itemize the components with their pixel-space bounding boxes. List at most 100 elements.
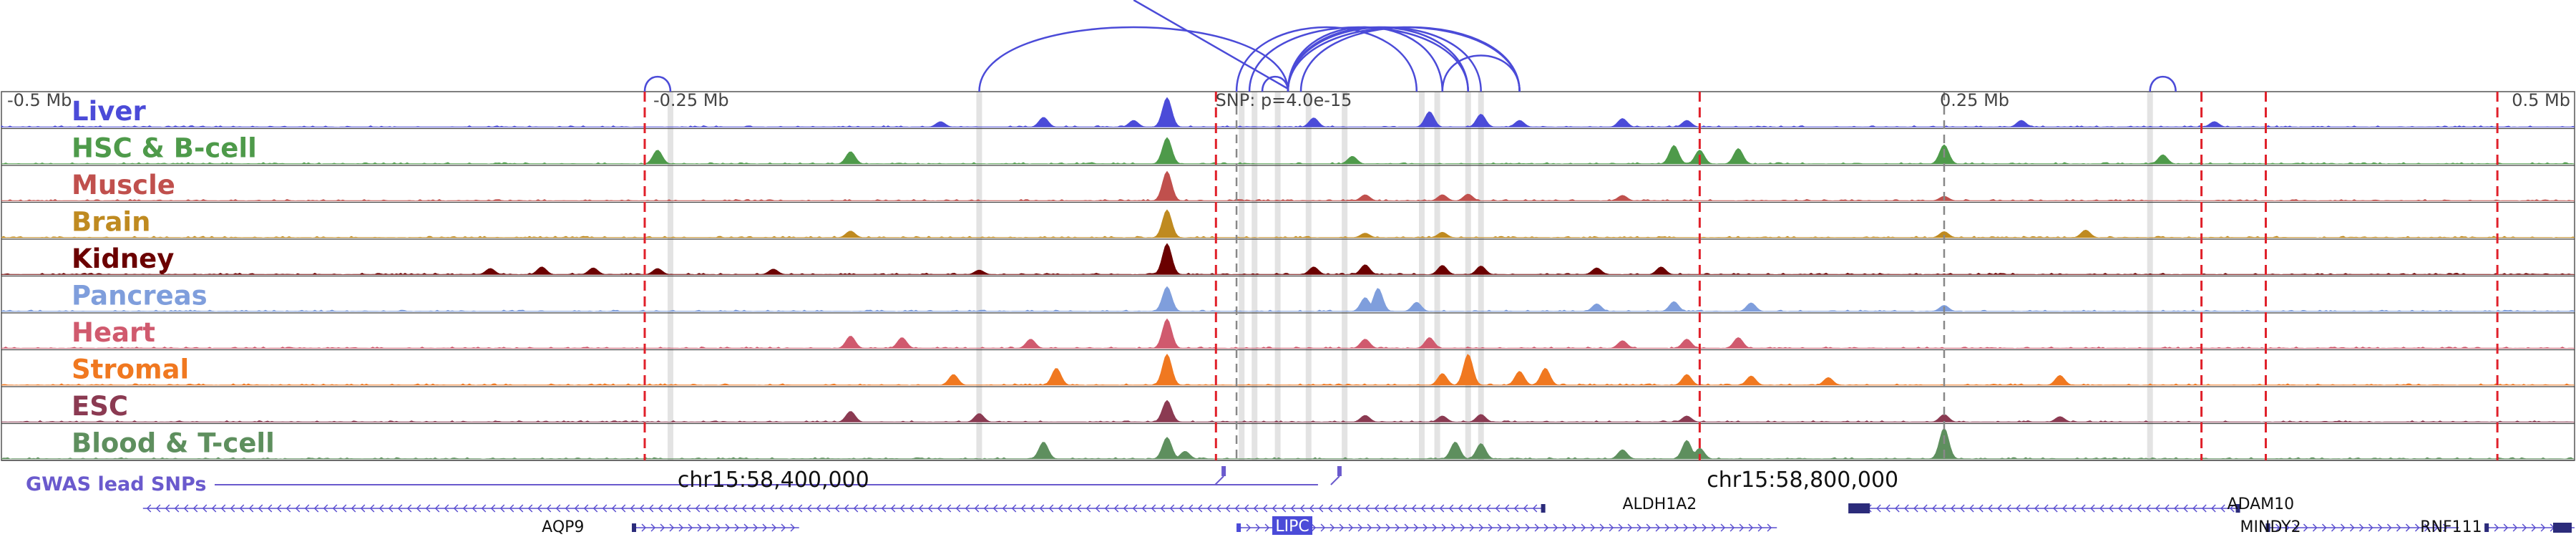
strand-chevron <box>1534 523 1540 532</box>
strand-chevron <box>1395 523 1400 532</box>
strand-chevron <box>2081 504 2086 513</box>
strand-chevron <box>1281 504 1287 513</box>
strand-chevron <box>620 504 626 513</box>
strand-chevron <box>771 523 777 532</box>
strand-chevron <box>1674 523 1679 532</box>
strand-chevron <box>2494 523 2499 532</box>
strand-chevron <box>650 523 656 532</box>
ruler-tick-label: -0.25 Mb <box>653 90 729 110</box>
strand-chevron <box>379 504 384 513</box>
strand-chevron <box>723 504 728 513</box>
ruler-tick-label: 0.25 Mb <box>1940 90 2009 110</box>
strand-chevron <box>1272 504 1277 513</box>
strand-chevron <box>1113 504 1119 513</box>
strand-chevron <box>2396 523 2401 532</box>
strand-chevron <box>1411 504 1417 513</box>
strand-chevron <box>1506 523 1512 532</box>
strand-chevron <box>2331 523 2336 532</box>
strand-chevron <box>1467 504 1473 513</box>
strand-chevron <box>546 504 552 513</box>
strand-chevron <box>1720 523 1726 532</box>
strand-chevron <box>2053 504 2058 513</box>
strand-chevron <box>2531 523 2537 532</box>
strand-chevron <box>1206 504 1212 513</box>
strand-chevron <box>406 504 412 513</box>
strand-chevron <box>909 504 914 513</box>
strand-chevron <box>1478 523 1484 532</box>
strand-chevron <box>825 504 831 513</box>
gene-exon <box>2235 504 2240 513</box>
strand-chevron <box>592 504 598 513</box>
strand-chevron <box>230 504 235 513</box>
strand-chevron <box>2386 523 2392 532</box>
strand-chevron <box>1011 504 1017 513</box>
strand-chevron <box>1430 504 1435 513</box>
strand-chevron <box>1262 504 1268 513</box>
strand-chevron <box>1655 523 1661 532</box>
strand-chevron <box>660 523 665 532</box>
track-label: Liver <box>72 96 146 127</box>
strand-chevron <box>1423 523 1428 532</box>
strand-chevron <box>1311 523 1317 532</box>
strand-chevron <box>2433 523 2439 532</box>
track-label: Pancreas <box>72 281 208 311</box>
strand-chevron <box>1030 504 1035 513</box>
strand-chevron <box>992 504 998 513</box>
strand-chevron <box>258 504 263 513</box>
strand-chevron <box>1020 504 1026 513</box>
strand-chevron <box>1757 523 1763 532</box>
strand-chevron <box>1448 504 1454 513</box>
strand-chevron <box>751 504 756 513</box>
strand-chevron <box>1123 504 1128 513</box>
strand-chevron <box>1525 523 1531 532</box>
strand-chevron <box>648 504 654 513</box>
strand-chevron <box>2303 523 2308 532</box>
strand-chevron <box>1562 523 1568 532</box>
strand-chevron <box>2284 523 2290 532</box>
strand-chevron <box>202 504 208 513</box>
strand-chevron <box>2025 504 2030 513</box>
strand-chevron <box>890 504 896 513</box>
strand-chevron <box>1160 504 1166 513</box>
strand-chevron <box>146 504 152 513</box>
strand-chevron <box>788 504 794 513</box>
strand-chevron <box>2312 523 2318 532</box>
strand-chevron <box>332 504 338 513</box>
strand-chevron <box>2540 523 2546 532</box>
track-label: Stromal <box>72 354 189 385</box>
signal-track-muscle <box>1 170 2575 201</box>
strand-chevron <box>1188 504 1194 513</box>
strand-chevron <box>165 504 170 513</box>
strand-chevron <box>1571 523 1577 532</box>
strand-chevron <box>276 504 282 513</box>
signal-track-blood-t-cell <box>1 427 2575 460</box>
strand-chevron <box>1346 504 1352 513</box>
strand-chevron <box>2016 504 2021 513</box>
strand-chevron <box>1702 523 1707 532</box>
track-label: ESC <box>72 391 128 422</box>
strand-chevron <box>1767 523 1772 532</box>
strand-chevron <box>2321 523 2327 532</box>
strand-chevron <box>1997 504 2002 513</box>
signal-track-hsc-b-cell <box>1 137 2575 165</box>
gene-label: RNF111 <box>2420 518 2482 536</box>
strand-chevron <box>2275 523 2280 532</box>
strand-chevron <box>472 504 477 513</box>
chromatin-loop <box>1235 26 1418 92</box>
strand-chevron <box>1876 504 1881 513</box>
strand-chevron <box>602 504 608 513</box>
strand-chevron <box>806 504 812 513</box>
strand-chevron <box>1365 504 1370 513</box>
strand-chevron <box>2034 504 2039 513</box>
strand-chevron <box>743 523 749 532</box>
strand-chevron <box>397 504 403 513</box>
strand-chevron <box>2349 523 2355 532</box>
gene-label: ADAM10 <box>2228 495 2295 513</box>
strand-chevron <box>983 504 989 513</box>
strand-chevron <box>192 504 198 513</box>
strand-chevron <box>899 504 905 513</box>
strand-chevron <box>732 504 738 513</box>
strand-chevron <box>676 504 682 513</box>
strand-chevron <box>1497 523 1503 532</box>
